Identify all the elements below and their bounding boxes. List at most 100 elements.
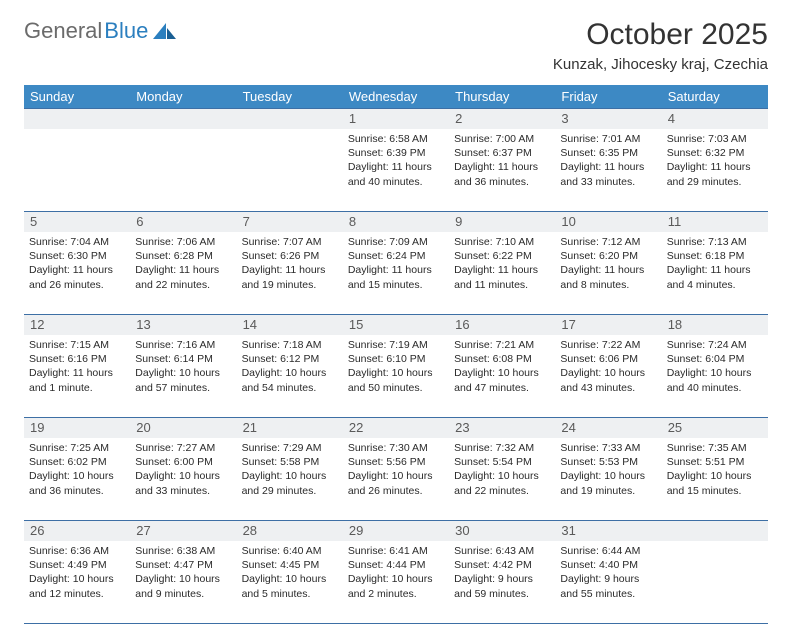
day-info: Sunrise: 6:36 AMSunset: 4:49 PMDaylight:… <box>29 544 125 601</box>
daylight-text: Daylight: 11 hours and 22 minutes. <box>135 263 231 291</box>
day-number: 6 <box>130 212 236 232</box>
daylight-text: Daylight: 10 hours and 19 minutes. <box>560 469 656 497</box>
day-info: Sunrise: 6:58 AMSunset: 6:39 PMDaylight:… <box>348 132 444 189</box>
day-number: 14 <box>237 315 343 335</box>
sunrise-text: Sunrise: 7:29 AM <box>242 441 338 455</box>
sunrise-text: Sunrise: 7:19 AM <box>348 338 444 352</box>
weeks-container: 1234Sunrise: 6:58 AMSunset: 6:39 PMDayli… <box>24 108 768 624</box>
dayhead-sun: Sunday <box>24 85 130 108</box>
daylight-text: Daylight: 11 hours and 4 minutes. <box>667 263 763 291</box>
page-title: October 2025 <box>553 18 768 52</box>
day-cell: Sunrise: 7:13 AMSunset: 6:18 PMDaylight:… <box>662 232 768 314</box>
day-info: Sunrise: 6:44 AMSunset: 4:40 PMDaylight:… <box>560 544 656 601</box>
day-number: 1 <box>343 109 449 129</box>
daylight-text: Daylight: 10 hours and 2 minutes. <box>348 572 444 600</box>
day-info: Sunrise: 7:33 AMSunset: 5:53 PMDaylight:… <box>560 441 656 498</box>
dayhead-mon: Monday <box>130 85 236 108</box>
day-info: Sunrise: 7:27 AMSunset: 6:00 PMDaylight:… <box>135 441 231 498</box>
day-info: Sunrise: 7:15 AMSunset: 6:16 PMDaylight:… <box>29 338 125 395</box>
sunset-text: Sunset: 4:44 PM <box>348 558 444 572</box>
day-number: 22 <box>343 418 449 438</box>
sunset-text: Sunset: 4:45 PM <box>242 558 338 572</box>
day-number: 24 <box>555 418 661 438</box>
day-cell: Sunrise: 7:29 AMSunset: 5:58 PMDaylight:… <box>237 438 343 520</box>
day-cell: Sunrise: 7:18 AMSunset: 6:12 PMDaylight:… <box>237 335 343 417</box>
day-cell: Sunrise: 7:01 AMSunset: 6:35 PMDaylight:… <box>555 129 661 211</box>
day-number <box>237 109 343 129</box>
daylight-text: Daylight: 10 hours and 29 minutes. <box>242 469 338 497</box>
sunset-text: Sunset: 6:02 PM <box>29 455 125 469</box>
day-number: 23 <box>449 418 555 438</box>
sunset-text: Sunset: 6:28 PM <box>135 249 231 263</box>
sunrise-text: Sunrise: 7:06 AM <box>135 235 231 249</box>
day-cell <box>237 129 343 211</box>
day-cell: Sunrise: 7:21 AMSunset: 6:08 PMDaylight:… <box>449 335 555 417</box>
day-info: Sunrise: 7:12 AMSunset: 6:20 PMDaylight:… <box>560 235 656 292</box>
day-info: Sunrise: 7:19 AMSunset: 6:10 PMDaylight:… <box>348 338 444 395</box>
logo-sail-icon <box>152 21 178 41</box>
calendar-grid: Sunday Monday Tuesday Wednesday Thursday… <box>24 85 768 624</box>
day-info: Sunrise: 7:03 AMSunset: 6:32 PMDaylight:… <box>667 132 763 189</box>
day-cell: Sunrise: 7:12 AMSunset: 6:20 PMDaylight:… <box>555 232 661 314</box>
sunset-text: Sunset: 5:58 PM <box>242 455 338 469</box>
day-cell: Sunrise: 6:38 AMSunset: 4:47 PMDaylight:… <box>130 541 236 623</box>
day-cell: Sunrise: 6:36 AMSunset: 4:49 PMDaylight:… <box>24 541 130 623</box>
sunset-text: Sunset: 6:24 PM <box>348 249 444 263</box>
sunset-text: Sunset: 6:08 PM <box>454 352 550 366</box>
sunrise-text: Sunrise: 7:15 AM <box>29 338 125 352</box>
week-row: Sunrise: 6:58 AMSunset: 6:39 PMDaylight:… <box>24 129 768 212</box>
day-info: Sunrise: 7:00 AMSunset: 6:37 PMDaylight:… <box>454 132 550 189</box>
sunset-text: Sunset: 5:53 PM <box>560 455 656 469</box>
sunrise-text: Sunrise: 7:30 AM <box>348 441 444 455</box>
sunset-text: Sunset: 6:04 PM <box>667 352 763 366</box>
day-number: 26 <box>24 521 130 541</box>
day-number: 3 <box>555 109 661 129</box>
week-row: Sunrise: 7:04 AMSunset: 6:30 PMDaylight:… <box>24 232 768 315</box>
day-cell <box>24 129 130 211</box>
daylight-text: Daylight: 11 hours and 29 minutes. <box>667 160 763 188</box>
day-number: 11 <box>662 212 768 232</box>
day-number: 28 <box>237 521 343 541</box>
day-cell: Sunrise: 7:09 AMSunset: 6:24 PMDaylight:… <box>343 232 449 314</box>
day-info: Sunrise: 6:40 AMSunset: 4:45 PMDaylight:… <box>242 544 338 601</box>
day-number: 29 <box>343 521 449 541</box>
daylight-text: Daylight: 10 hours and 47 minutes. <box>454 366 550 394</box>
day-number: 8 <box>343 212 449 232</box>
day-cell: Sunrise: 7:07 AMSunset: 6:26 PMDaylight:… <box>237 232 343 314</box>
daylight-text: Daylight: 10 hours and 5 minutes. <box>242 572 338 600</box>
day-info: Sunrise: 7:25 AMSunset: 6:02 PMDaylight:… <box>29 441 125 498</box>
sunrise-text: Sunrise: 6:38 AM <box>135 544 231 558</box>
day-info: Sunrise: 7:10 AMSunset: 6:22 PMDaylight:… <box>454 235 550 292</box>
sunset-text: Sunset: 6:32 PM <box>667 146 763 160</box>
sunset-text: Sunset: 4:42 PM <box>454 558 550 572</box>
day-info: Sunrise: 7:01 AMSunset: 6:35 PMDaylight:… <box>560 132 656 189</box>
day-number: 9 <box>449 212 555 232</box>
day-number <box>662 521 768 541</box>
daylight-text: Daylight: 10 hours and 54 minutes. <box>242 366 338 394</box>
daylight-text: Daylight: 10 hours and 12 minutes. <box>29 572 125 600</box>
daylight-text: Daylight: 11 hours and 36 minutes. <box>454 160 550 188</box>
sunset-text: Sunset: 6:14 PM <box>135 352 231 366</box>
dayhead-tue: Tuesday <box>237 85 343 108</box>
daynum-row: 12131415161718 <box>24 315 768 335</box>
sunrise-text: Sunrise: 7:01 AM <box>560 132 656 146</box>
daylight-text: Daylight: 10 hours and 15 minutes. <box>667 469 763 497</box>
day-number: 2 <box>449 109 555 129</box>
sunset-text: Sunset: 6:12 PM <box>242 352 338 366</box>
day-number: 5 <box>24 212 130 232</box>
sunset-text: Sunset: 6:10 PM <box>348 352 444 366</box>
day-info: Sunrise: 7:07 AMSunset: 6:26 PMDaylight:… <box>242 235 338 292</box>
sunset-text: Sunset: 6:06 PM <box>560 352 656 366</box>
sunrise-text: Sunrise: 7:07 AM <box>242 235 338 249</box>
day-number: 4 <box>662 109 768 129</box>
sunrise-text: Sunrise: 7:21 AM <box>454 338 550 352</box>
day-cell: Sunrise: 7:19 AMSunset: 6:10 PMDaylight:… <box>343 335 449 417</box>
logo-text-blue: Blue <box>104 18 148 44</box>
daynum-row: 567891011 <box>24 212 768 232</box>
dayhead-thu: Thursday <box>449 85 555 108</box>
daylight-text: Daylight: 10 hours and 57 minutes. <box>135 366 231 394</box>
day-number: 17 <box>555 315 661 335</box>
day-info: Sunrise: 7:30 AMSunset: 5:56 PMDaylight:… <box>348 441 444 498</box>
calendar-page: GeneralBlue October 2025 Kunzak, Jihoces… <box>0 0 792 624</box>
sunset-text: Sunset: 6:30 PM <box>29 249 125 263</box>
